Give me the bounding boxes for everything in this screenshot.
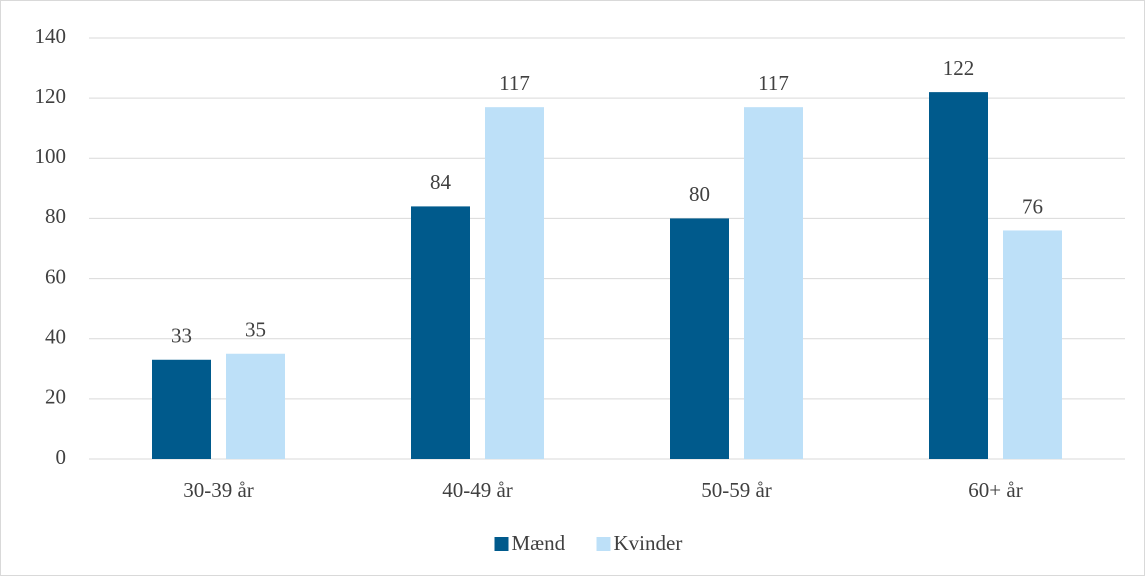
data-label: 117 <box>758 71 789 95</box>
data-label: 117 <box>499 71 530 95</box>
data-label: 80 <box>689 182 710 206</box>
y-tick-label: 140 <box>35 24 67 48</box>
bar <box>929 92 988 459</box>
y-tick-label: 60 <box>45 264 66 288</box>
legend-swatch <box>596 537 611 551</box>
legend-label: Mænd <box>512 531 566 555</box>
x-tick-label: 40-49 år <box>442 478 513 502</box>
data-label: 35 <box>245 318 266 342</box>
y-tick-label: 40 <box>45 325 66 349</box>
data-label: 122 <box>943 56 975 80</box>
bar <box>744 107 803 460</box>
bar <box>226 353 285 459</box>
x-tick-label: 60+ år <box>968 478 1022 502</box>
y-tick-label: 0 <box>56 445 67 469</box>
y-tick-label: 100 <box>35 144 67 168</box>
bar <box>670 218 729 459</box>
legend-label: Kvinder <box>614 531 683 555</box>
bar <box>152 359 211 459</box>
data-label: 84 <box>430 170 452 194</box>
legend-swatch <box>494 537 509 551</box>
y-tick-label: 20 <box>45 385 66 409</box>
y-tick-label: 80 <box>45 204 66 228</box>
data-label: 76 <box>1022 194 1043 218</box>
bar <box>411 206 470 459</box>
x-tick-label: 30-39 år <box>183 478 254 502</box>
data-label: 33 <box>171 324 192 348</box>
x-tick-label: 50-59 år <box>701 478 772 502</box>
y-tick-label: 120 <box>35 84 67 108</box>
bar <box>485 107 544 460</box>
bar <box>1003 230 1062 459</box>
